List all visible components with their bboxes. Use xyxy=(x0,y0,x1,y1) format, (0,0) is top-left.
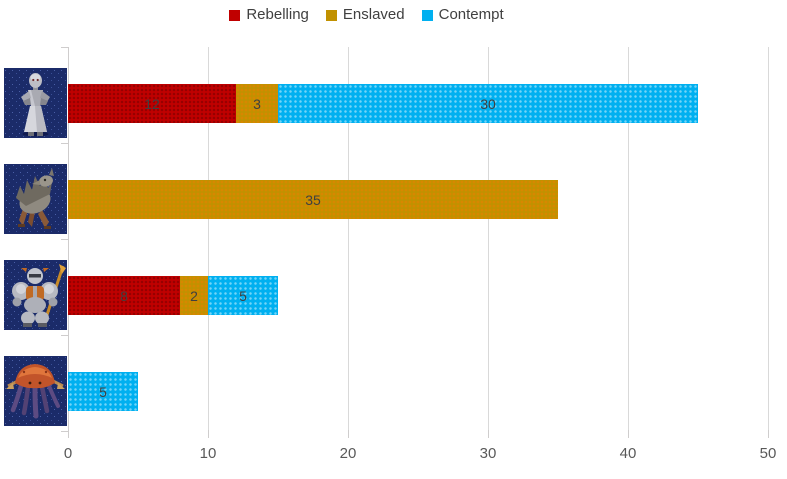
legend-item-enslaved: Enslaved xyxy=(325,5,405,25)
bar-segment-enslaved: 3 xyxy=(236,84,278,123)
axis-tick xyxy=(628,430,629,438)
axis-tick xyxy=(348,430,349,438)
legend-swatch-icon xyxy=(325,9,337,21)
category-axis-tick xyxy=(61,431,68,432)
legend-item-contempt: Contempt xyxy=(421,5,504,25)
bar-value-label: 3 xyxy=(253,95,261,112)
category-axis-tick xyxy=(61,335,68,336)
x-axis-tick-label: 50 xyxy=(759,445,777,462)
bar-value-label: 35 xyxy=(305,191,321,208)
bar-segment-rebelling: 8 xyxy=(68,276,180,315)
x-axis-tick-label: 40 xyxy=(619,445,637,462)
legend-label: Contempt xyxy=(438,6,504,23)
legend-label: Enslaved xyxy=(342,6,405,23)
bar-value-label: 5 xyxy=(239,287,247,304)
gridline xyxy=(628,47,629,430)
legend-swatch-icon xyxy=(229,9,241,21)
category-axis-tick xyxy=(61,143,68,144)
gridline xyxy=(488,47,489,430)
gridline xyxy=(208,47,209,430)
x-axis-tick-label: 30 xyxy=(479,445,497,462)
bar-segment-enslaved: 35 xyxy=(68,180,558,219)
gridline xyxy=(768,47,769,430)
axis-tick xyxy=(768,430,769,438)
bar-segment-rebelling: 12 xyxy=(68,84,236,123)
x-axis-tick-label: 20 xyxy=(339,445,357,462)
axis-tick xyxy=(208,430,209,438)
legend-item-rebelling: Rebelling xyxy=(229,5,309,25)
bar-segment-contempt: 30 xyxy=(278,84,698,123)
bar-value-label: 8 xyxy=(120,287,128,304)
category-axis-tick xyxy=(61,239,68,240)
bar-segment-contempt: 5 xyxy=(68,372,138,411)
category-axis-line xyxy=(68,47,69,438)
category-axis-tick xyxy=(61,47,68,48)
x-axis-tick-label: 10 xyxy=(199,445,217,462)
armored-dwarf-icon xyxy=(4,260,67,330)
bar-value-label: 12 xyxy=(144,95,160,112)
bar-segment-enslaved: 2 xyxy=(180,276,208,315)
chart-legend: Rebelling Enslaved Contempt xyxy=(0,5,760,25)
axis-tick xyxy=(488,430,489,438)
golem-statue-icon xyxy=(4,68,67,138)
legend-swatch-icon xyxy=(421,9,433,21)
bar-value-label: 5 xyxy=(99,383,107,400)
bar-segment-contempt: 5 xyxy=(208,276,278,315)
crab-kraken-icon xyxy=(4,356,67,426)
gridline xyxy=(348,47,349,430)
x-axis-tick-label: 0 xyxy=(63,445,73,462)
legend-label: Rebelling xyxy=(246,6,309,23)
shaggy-beast-icon xyxy=(4,164,67,234)
bar-value-label: 2 xyxy=(190,287,198,304)
bar-value-label: 30 xyxy=(480,95,496,112)
